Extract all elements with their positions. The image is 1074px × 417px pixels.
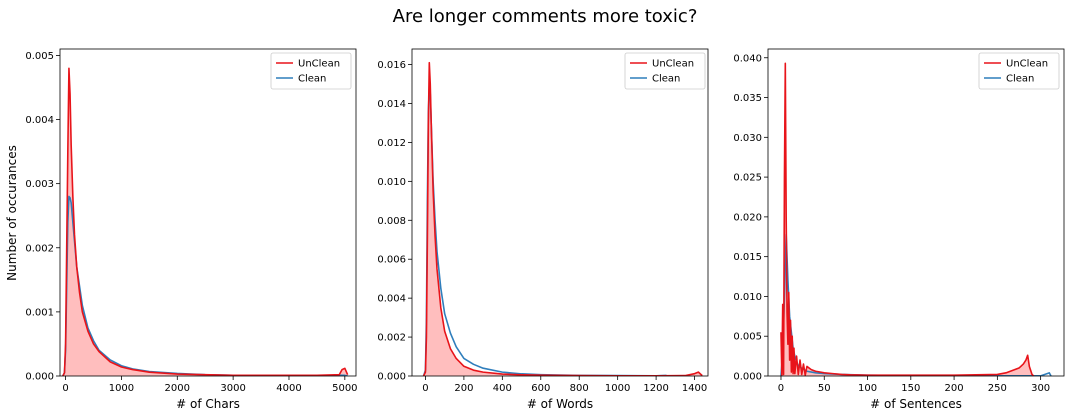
y-tick-label: 0.005	[25, 51, 54, 62]
plot-frame	[59, 48, 357, 377]
x-tick-label: 100	[858, 383, 877, 394]
x-tick-label: 0	[422, 383, 428, 394]
legend-box	[270, 52, 352, 90]
y-tick-label: 0.025	[733, 173, 762, 184]
x-tick-label: 200	[454, 383, 473, 394]
legend-label-unclean: UnClean	[652, 59, 694, 70]
series-area-unclean	[423, 62, 703, 376]
x-tick-label: 400	[493, 383, 512, 394]
y-tick-label: 0.003	[25, 179, 54, 190]
x-axis-label: # of Chars	[176, 397, 240, 411]
chart-panel-2: 0 200 400 600 800 1000 1200 1400 0.000 0.002 0.004…	[377, 48, 709, 411]
legend: UnClean Clean	[624, 52, 706, 90]
y-tick-label: 0.000	[733, 372, 762, 383]
series-line-clean	[780, 233, 1052, 376]
y-tick-label: 0.012	[377, 138, 406, 149]
x-tick-label: 150	[901, 383, 920, 394]
y-tick-label: 0.015	[733, 252, 762, 263]
x-tick-label: 1200	[643, 383, 668, 394]
y-tick-label: 0.010	[377, 177, 406, 188]
y-tick-label: 0.006	[377, 255, 406, 266]
y-tick-label: 0.005	[733, 332, 762, 343]
series-line-clean	[422, 85, 668, 376]
legend-box	[624, 52, 706, 90]
series-area-unclean	[780, 63, 1034, 376]
x-tick-label: 1400	[682, 383, 707, 394]
y-tick-label: 0.014	[377, 99, 406, 110]
legend-box	[978, 52, 1060, 90]
series-line-unclean	[62, 67, 349, 376]
x-tick-label: 1000	[109, 383, 134, 394]
y-tick-label: 0.030	[733, 133, 762, 144]
chart-panel-1: 0 1000 2000 3000 4000 5000 0.000 0.001 0.002 0.00…	[25, 48, 358, 411]
legend: UnClean Clean	[978, 52, 1060, 90]
x-tick-label: 800	[570, 383, 589, 394]
x-tick-label: 0	[778, 383, 784, 394]
y-tick-label: 0.004	[377, 294, 406, 305]
x-tick-label: 50	[818, 383, 831, 394]
x-tick-label: 600	[531, 383, 550, 394]
y-tick-label: 0.002	[377, 333, 406, 344]
legend-label-clean: Clean	[652, 74, 680, 85]
y-tick-label: 0.008	[377, 216, 406, 227]
legend-label-unclean: UnClean	[298, 59, 340, 70]
x-tick-label: 0	[62, 383, 68, 394]
y-tick-label: 0.035	[733, 93, 762, 104]
x-axis-label: # of Words	[527, 397, 593, 411]
y-tick-label: 0.001	[25, 307, 54, 318]
y-tick-label: 0.000	[25, 372, 54, 383]
series-line-clean	[62, 195, 348, 376]
y-tick-label: 0.016	[377, 60, 406, 71]
x-tick-label: 200	[945, 383, 964, 394]
legend-label-unclean: UnClean	[1006, 59, 1048, 70]
legend-label-clean: Clean	[1006, 74, 1034, 85]
series-line-unclean	[780, 62, 1035, 376]
chart-panel-3: 0 50 100 150 200 250 300 0.000 0.005 0.010 0.015 0.…	[733, 48, 1065, 411]
y-axis-label: Number of occurances	[5, 145, 19, 281]
x-tick-label: 250	[988, 383, 1007, 394]
y-tick-label: 0.020	[733, 212, 762, 223]
series-area-unclean	[62, 68, 348, 376]
legend: UnClean Clean	[270, 52, 352, 90]
y-tick-label: 0.004	[25, 115, 54, 126]
y-tick-label: 0.040	[733, 53, 762, 64]
y-tick-label: 0.000	[377, 372, 406, 383]
x-tick-label: 2000	[165, 383, 190, 394]
y-tick-label: 0.002	[25, 243, 54, 254]
x-tick-label: 3000	[220, 383, 245, 394]
x-tick-label: 4000	[276, 383, 301, 394]
legend-label-clean: Clean	[298, 74, 326, 85]
y-tick-label: 0.010	[733, 292, 762, 303]
x-tick-label: 1000	[605, 383, 630, 394]
x-axis-label: # of Sentences	[870, 397, 962, 411]
plot-frame	[411, 48, 709, 377]
x-tick-label: 5000	[332, 383, 357, 394]
figure-title: Are longer comments more toxic?	[393, 6, 698, 27]
plot-frame	[767, 48, 1065, 377]
x-tick-label: 300	[1031, 383, 1050, 394]
series-line-unclean	[422, 61, 703, 376]
